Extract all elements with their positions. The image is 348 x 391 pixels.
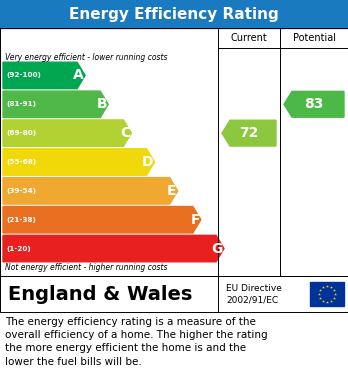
Text: Energy Efficiency Rating: Energy Efficiency Rating (69, 7, 279, 22)
Polygon shape (3, 178, 178, 204)
Text: B: B (97, 97, 107, 111)
Text: A: A (73, 68, 84, 83)
Text: (1-20): (1-20) (6, 246, 31, 251)
Bar (0, 28, 348, 276)
Polygon shape (284, 91, 344, 117)
Polygon shape (3, 206, 201, 233)
Text: The energy efficiency rating is a measure of the
overall efficiency of a home. T: The energy efficiency rating is a measur… (5, 317, 268, 367)
Text: Potential: Potential (293, 33, 335, 43)
Text: England & Wales: England & Wales (8, 285, 192, 303)
Text: (55-68): (55-68) (6, 159, 36, 165)
Text: Very energy efficient - lower running costs: Very energy efficient - lower running co… (5, 52, 167, 61)
Text: EU Directive
2002/91/EC: EU Directive 2002/91/EC (226, 283, 282, 305)
Polygon shape (3, 62, 85, 89)
Bar (0, 276, 348, 312)
Bar (310, 282, 344, 306)
Text: 83: 83 (304, 97, 324, 111)
Polygon shape (3, 91, 108, 118)
Text: F: F (190, 213, 200, 227)
Text: Not energy efficient - higher running costs: Not energy efficient - higher running co… (5, 264, 167, 273)
Text: (81-91): (81-91) (6, 101, 36, 107)
Polygon shape (3, 149, 155, 175)
Text: C: C (120, 126, 130, 140)
Text: D: D (142, 155, 153, 169)
Polygon shape (222, 120, 276, 146)
Text: (92-100): (92-100) (6, 72, 41, 79)
Polygon shape (3, 120, 132, 146)
Text: Current: Current (231, 33, 267, 43)
Text: (69-80): (69-80) (6, 130, 36, 136)
Text: 72: 72 (239, 126, 259, 140)
Text: G: G (212, 242, 223, 256)
Text: (39-54): (39-54) (6, 188, 36, 194)
Bar (0, 0, 348, 28)
Text: (21-38): (21-38) (6, 217, 36, 223)
Polygon shape (3, 235, 224, 262)
Text: E: E (167, 184, 177, 198)
